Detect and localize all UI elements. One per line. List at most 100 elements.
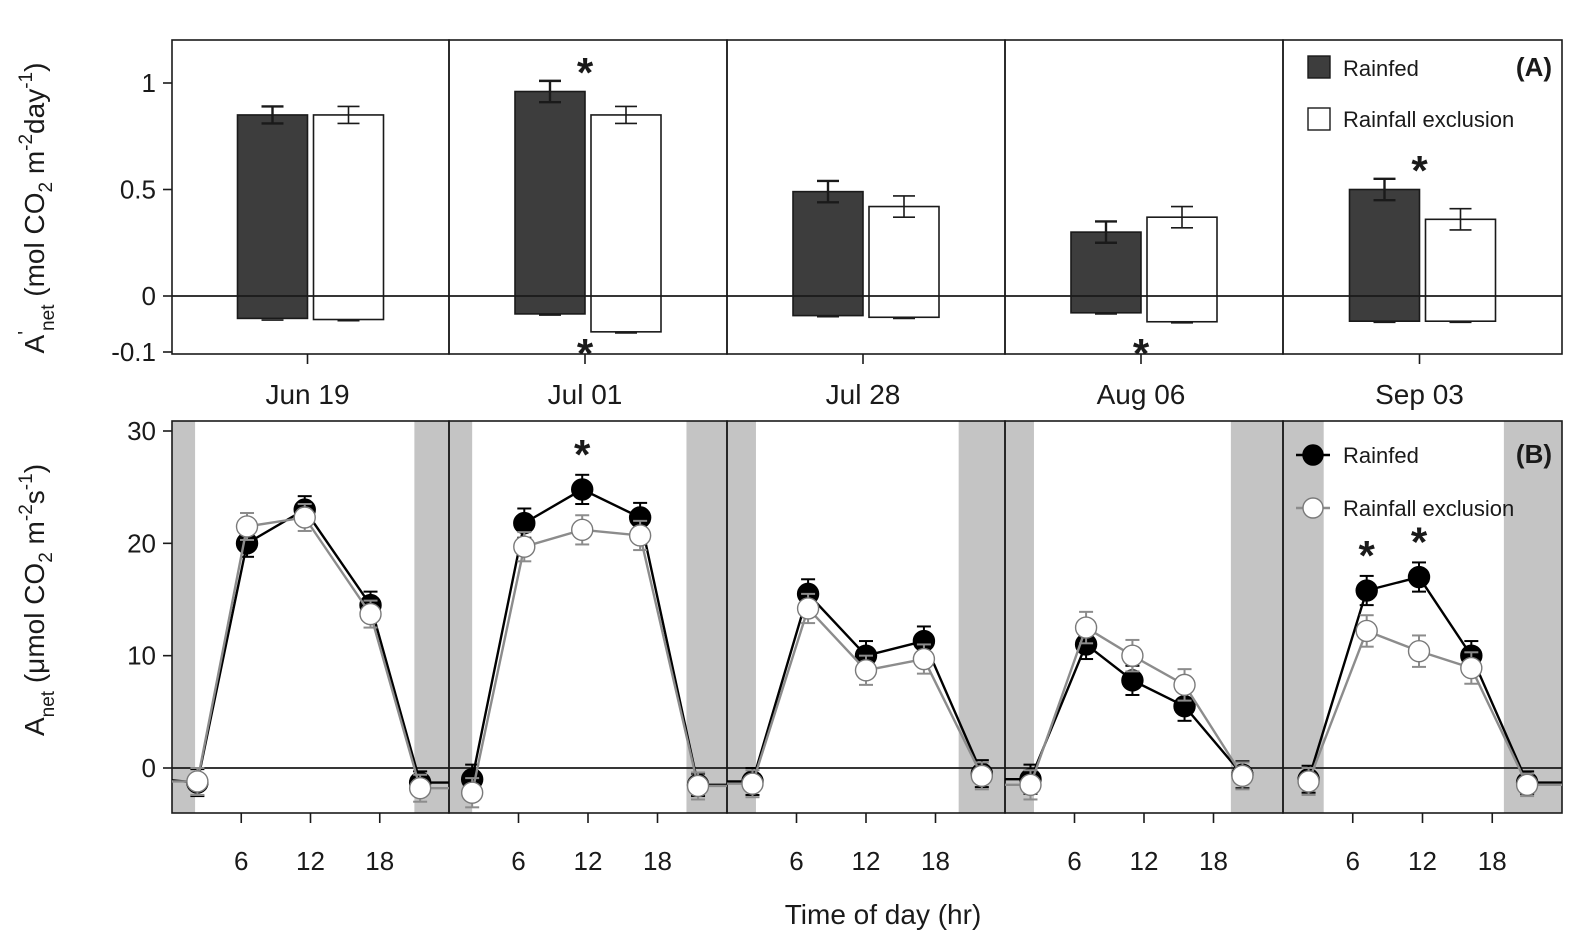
panel-b-xtick-label: 18 <box>365 846 394 876</box>
data-point-exclusion <box>359 602 382 626</box>
legend-label-exclusion: Rainfall exclusion <box>1343 107 1514 132</box>
panel-a-frame-3 <box>726 39 1006 355</box>
ylabel-unit-sup: -2 <box>16 504 37 521</box>
ylabel-symbol: A <box>19 717 50 736</box>
data-point-rainfed <box>513 511 536 535</box>
legend-b: Rainfed Rainfall exclusion <box>1296 443 1514 521</box>
legend-swatch-exclusion <box>1307 107 1331 131</box>
data-point-exclusion <box>741 772 764 795</box>
bar-exclusion-2 <box>590 114 662 333</box>
bar-rainfed-2 <box>514 90 586 315</box>
series-exclusion-day-4 <box>1005 610 1254 801</box>
panel-b-xtick-label: 12 <box>1130 846 1159 876</box>
ylabel-unit-sup: -1 <box>16 72 37 89</box>
ylabel-unit: ) <box>19 63 50 72</box>
dark-period-band <box>686 421 727 813</box>
data-point-exclusion <box>1407 639 1431 663</box>
panel-b-xtick-label: 18 <box>643 846 672 876</box>
ylabel-unit: ) <box>19 464 50 473</box>
data-point-exclusion <box>186 770 209 793</box>
ylabel-unit: m <box>19 151 50 182</box>
ylabel-unit: day <box>19 89 50 134</box>
panel-b-xtick-label: 6 <box>789 846 803 876</box>
panel-a-ylabel: A'net (mol CO2 m-2day-1) <box>15 63 59 354</box>
data-point-exclusion <box>1355 619 1378 643</box>
panel-b-xtick-label: 18 <box>921 846 950 876</box>
data-point-exclusion <box>628 524 652 547</box>
panel-a-ytick-label: 0 <box>142 281 156 311</box>
date-label: Jul 28 <box>826 379 901 410</box>
panel-b-tag: (B) <box>1516 439 1552 469</box>
date-label: Sep 03 <box>1375 379 1464 410</box>
panel-a: 0 0.5 1 -0.1 Jun 19 Jul 01 Jul 28 Aug 06 Sep 03 *… <box>15 39 1563 410</box>
bar-exclusion-1 <box>312 114 385 321</box>
significance-star: * <box>1411 147 1428 194</box>
dark-period-band <box>449 421 473 813</box>
panel-b-xtick-label: 12 <box>296 846 325 876</box>
panel-b-xtick-label: 12 <box>574 846 603 876</box>
data-point-exclusion <box>1121 644 1144 667</box>
legend-label-exclusion: Rainfall exclusion <box>1343 496 1514 521</box>
ylabel-unit: s <box>19 490 50 504</box>
panel-b-ytick-label: 10 <box>127 641 156 671</box>
data-point-exclusion <box>571 518 594 542</box>
panel-b-xtick-label: 18 <box>1478 846 1507 876</box>
panel-b-xtick-label: 12 <box>1408 846 1437 876</box>
dark-period-band <box>172 421 196 813</box>
significance-star: * <box>577 49 594 96</box>
ylabel-unit: (μmol CO <box>19 563 50 691</box>
ylabel-sub: net <box>38 690 59 717</box>
dark-period-band <box>727 421 756 813</box>
ylabel-unit: (mol CO <box>19 193 50 305</box>
panel-b-xtick-label: 6 <box>1346 846 1360 876</box>
data-point-exclusion <box>970 764 994 788</box>
bar-rainfed-3 <box>792 190 864 317</box>
series-exclusion-day-3 <box>727 592 994 799</box>
panel-a-frame-5 <box>1282 39 1563 355</box>
dark-period-band <box>1503 421 1562 813</box>
dark-period-band <box>1283 421 1324 813</box>
data-point-exclusion <box>1173 673 1196 697</box>
panel-a-ytick-label: -0.1 <box>111 337 156 367</box>
ylabel-unit-sub: 2 <box>36 552 57 563</box>
ylabel-unit-sub: 2 <box>36 182 57 193</box>
data-point-exclusion <box>854 659 878 682</box>
dark-period-band <box>414 421 449 813</box>
data-point-rainfed <box>1407 565 1431 589</box>
panel-a-ytick-label: 0.5 <box>120 175 156 205</box>
date-label: Jun 19 <box>265 379 349 410</box>
panel-b-frame-2 <box>448 420 728 814</box>
data-point-rainfed <box>1355 579 1378 602</box>
significance-star: * <box>1359 532 1376 579</box>
series-exclusion-day-1 <box>172 503 449 803</box>
ylabel-sub: net <box>38 304 59 331</box>
ylabel-unit-sup: -1 <box>16 473 37 490</box>
significance-star: * <box>1133 330 1150 377</box>
dark-period-band <box>1230 421 1283 813</box>
date-label: Aug 06 <box>1097 379 1186 410</box>
data-point-exclusion <box>1074 616 1098 639</box>
panel-b-xtick-label: 12 <box>852 846 881 876</box>
panel-b-xtick-label: 6 <box>1067 846 1081 876</box>
data-point-rainfed <box>571 478 594 501</box>
panel-a-ytick-label: 1 <box>142 68 156 98</box>
dark-period-band <box>958 421 1005 813</box>
data-point-exclusion <box>408 777 432 800</box>
data-point-exclusion <box>912 647 936 671</box>
data-point-exclusion <box>235 515 259 538</box>
series-exclusion-day-2 <box>460 514 727 809</box>
panel-b-xtick-label: 18 <box>1199 846 1228 876</box>
series-rainfed-day-3 <box>727 578 994 796</box>
panel-b-xtick-label: 6 <box>234 846 248 876</box>
bar-exclusion-5 <box>1424 218 1497 323</box>
bar-exclusion-4 <box>1146 216 1218 323</box>
legend-a: Rainfed Rainfall exclusion <box>1307 55 1514 132</box>
panel-b-ytick-label: 30 <box>127 416 156 446</box>
significance-star: * <box>574 431 591 478</box>
data-point-exclusion <box>686 774 710 798</box>
legend-marker-rainfed <box>1302 444 1324 466</box>
panel-b-xlabel: Time of day (hr) <box>785 899 982 930</box>
